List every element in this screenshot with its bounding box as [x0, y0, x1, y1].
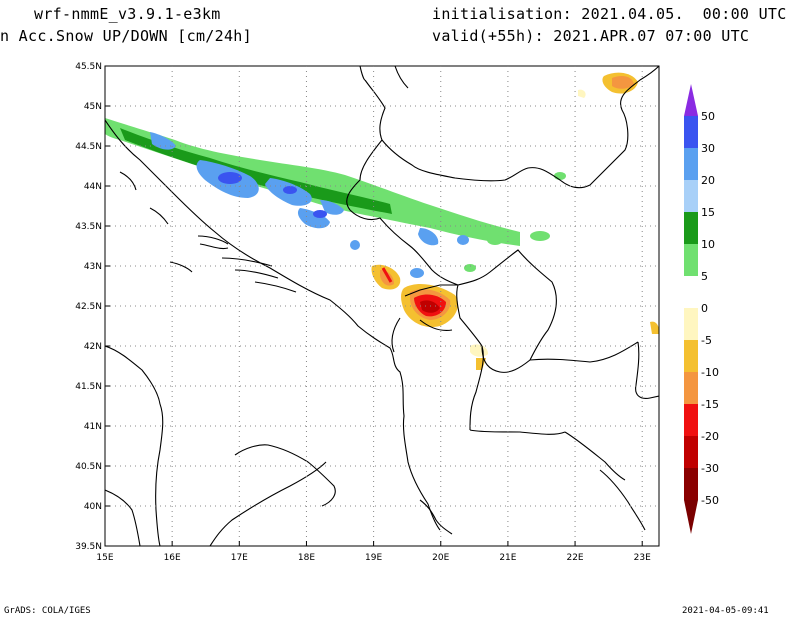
latitude-labels: 45.5N 45N 44.5N 44N 43.5N 43N 42.5N 42N 41.5N 41N… — [75, 62, 102, 552]
colorbar-label: -50 — [701, 494, 719, 507]
colorbar-label: 50 — [701, 110, 715, 123]
lon-tick-label: 18E — [298, 553, 315, 563]
colorbar-bottom-arrow — [684, 500, 698, 534]
coastlines-borders — [105, 66, 659, 546]
longitude-labels: 15E 16E 17E 18E 19E 20E 21E 22E 23E — [96, 553, 651, 563]
footer-timestamp: 2021-04-05-09:41 — [682, 606, 769, 616]
colorbar-swatch — [684, 372, 698, 404]
colorbar-label: -15 — [701, 398, 719, 411]
colorbar-label: -10 — [701, 366, 719, 379]
colorbar-top-arrow — [684, 84, 698, 116]
map-area — [105, 66, 659, 546]
colorbar-label: -30 — [701, 462, 719, 475]
colorbar-swatch — [684, 244, 698, 276]
lon-tick-label: 22E — [566, 553, 583, 563]
lat-tick-label: 43.5N — [75, 222, 102, 232]
field-title: n Acc.Snow UP/DOWN [cm/24h] — [0, 27, 252, 45]
lat-tick-label: 41N — [84, 422, 102, 432]
colorbar-label: 5 — [701, 270, 708, 283]
colorbar-swatch — [684, 116, 698, 148]
lon-tick-label: 20E — [432, 553, 449, 563]
lon-tick-label: 19E — [365, 553, 382, 563]
lat-tick-label: 44N — [84, 182, 102, 192]
colorbar-label: 30 — [701, 142, 715, 155]
colorbar-label: -20 — [701, 430, 719, 443]
lon-tick-label: 21E — [499, 553, 516, 563]
colorbar-label: 0 — [701, 302, 708, 315]
lat-tick-label: 42.5N — [75, 302, 102, 312]
lat-lon-grid — [104, 65, 659, 547]
colorbar-swatch — [684, 180, 698, 212]
lat-tick-label: 41.5N — [75, 382, 102, 392]
snow-accumulation-band — [105, 118, 566, 278]
init-time: initialisation: 2021.04.05. 00:00 UTC — [432, 5, 787, 23]
colorbar-swatch — [684, 404, 698, 436]
colorbar-swatch — [684, 308, 698, 340]
lat-tick-label: 45N — [84, 102, 102, 112]
colorbar-label: 20 — [701, 174, 715, 187]
lon-tick-label: 15E — [96, 553, 113, 563]
lat-tick-label: 39.5N — [75, 542, 102, 552]
colorbar-label: 15 — [701, 206, 715, 219]
valid-time: valid(+55h): 2021.APR.07 07:00 UTC — [432, 27, 750, 45]
colorbar-swatch — [684, 468, 698, 500]
colorbar-swatch — [684, 340, 698, 372]
colorbar-swatch — [684, 212, 698, 244]
footer-credit: GrADS: COLA/IGES — [4, 606, 91, 616]
lat-tick-label: 40.5N — [75, 462, 102, 472]
lat-tick-label: 45.5N — [75, 62, 102, 72]
lon-tick-label: 23E — [634, 553, 651, 563]
colorbar-label: -5 — [701, 334, 712, 347]
lat-tick-label: 40N — [84, 502, 102, 512]
lat-tick-label: 44.5N — [75, 142, 102, 152]
model-title: wrf-nmmE_v3.9.1-e3km — [34, 5, 221, 23]
lat-tick-label: 42N — [84, 342, 102, 352]
lon-tick-label: 16E — [164, 553, 181, 563]
colorbar-swatch — [684, 148, 698, 180]
colorbar-swatch — [684, 276, 698, 308]
lon-tick-label: 17E — [231, 553, 248, 563]
lat-tick-label: 43N — [84, 262, 102, 272]
colorbar-label: 10 — [701, 238, 715, 251]
colorbar-swatch — [684, 436, 698, 468]
